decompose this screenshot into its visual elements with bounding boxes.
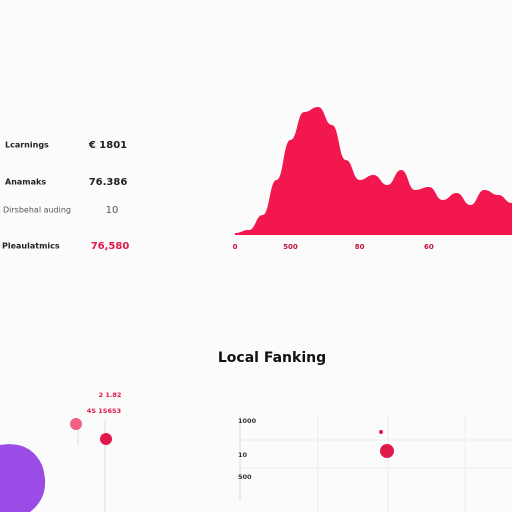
x-tick-label: 0	[233, 243, 238, 251]
stat-label: Lcarnings	[5, 141, 49, 150]
point-label: 4S 1S6S3	[87, 407, 121, 415]
section-title: Local Fanking	[218, 350, 326, 366]
axis-label: 500	[238, 473, 252, 481]
area-chart: 0 500 80 60	[233, 107, 512, 251]
point	[379, 430, 383, 434]
x-tick-label: 60	[424, 243, 434, 251]
stat-value: 76,580	[91, 241, 130, 252]
right-panel: 1000 10 500	[238, 415, 512, 512]
stat-label: Anamaks	[5, 178, 46, 187]
axis-label: 1000	[238, 417, 257, 425]
area	[235, 107, 512, 235]
point	[100, 433, 112, 445]
x-tick-label: 80	[355, 243, 365, 251]
x-tick-label: 500	[283, 243, 298, 251]
left-panel: 2 1.82 4S 1S6S3	[0, 391, 121, 512]
point	[70, 418, 82, 430]
stats: Lcarnings € 1801 Anamaks 76.386 Dirsbeha…	[2, 140, 129, 252]
point-label: 2 1.82	[99, 391, 122, 399]
stat-value: € 1801	[88, 140, 127, 151]
blob	[0, 444, 46, 512]
stat-value: 10	[106, 205, 119, 216]
axis-label: 10	[238, 451, 248, 459]
stat-label: Pleaulatmics	[2, 242, 60, 251]
point	[380, 444, 394, 458]
stat-label: Dirsbehal auding	[3, 206, 71, 215]
stat-value: 76.386	[89, 177, 128, 188]
